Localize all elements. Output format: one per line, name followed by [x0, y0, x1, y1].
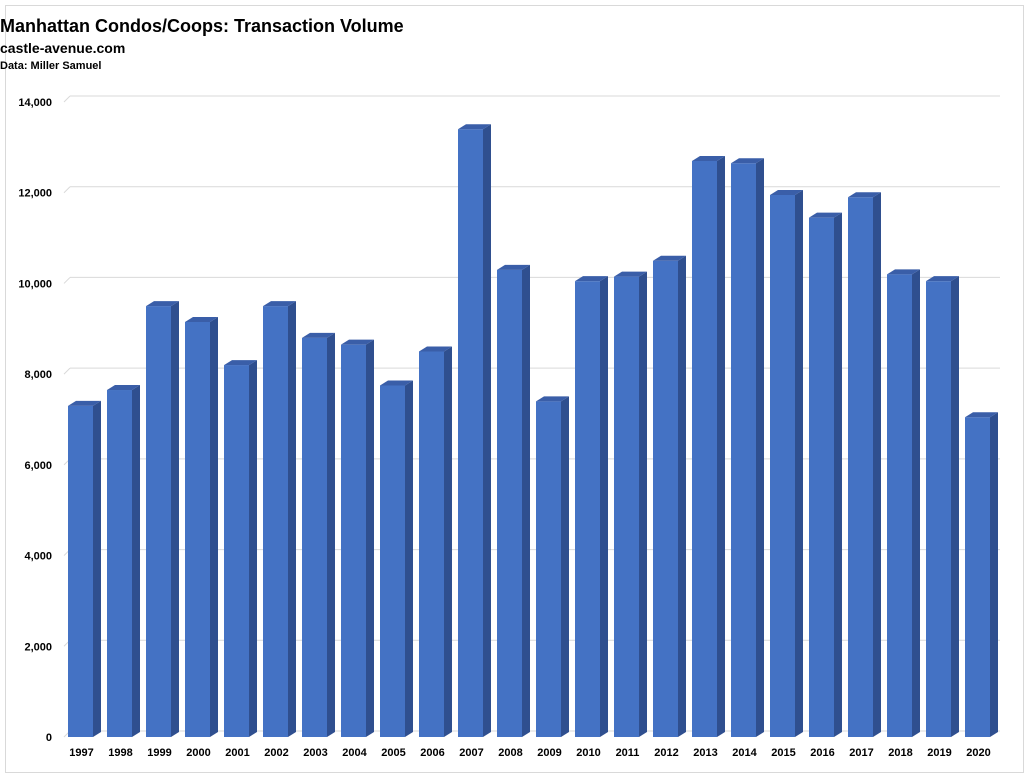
y-tick-label: 4,000 — [24, 551, 52, 563]
x-tick-label: 1998 — [108, 747, 132, 759]
x-tick-label: 2010 — [576, 747, 600, 759]
x-tick-label: 2013 — [693, 747, 717, 759]
gridline-corner-14000 — [63, 95, 71, 103]
chart-source: Data: Miller Samuel — [0, 60, 102, 72]
chart-title: Manhattan Condos/Coops: Transaction Volu… — [0, 16, 404, 36]
x-tick-label: 2014 — [732, 747, 757, 759]
gridline-corner-8000 — [63, 367, 71, 375]
y-tick-label: 6,000 — [24, 460, 52, 472]
x-tick-label: 2016 — [810, 747, 834, 759]
bar-2012 — [653, 255, 686, 737]
x-tick-label: 2019 — [927, 747, 951, 759]
x-tick-label: 2011 — [616, 747, 640, 759]
x-tick-label: 2009 — [537, 747, 561, 759]
bar-1999 — [146, 301, 179, 737]
x-tick-label: 1999 — [147, 747, 171, 759]
bar-1997 — [68, 400, 101, 737]
x-tick-label: 1997 — [69, 747, 93, 759]
gridline-corner-12000 — [63, 186, 71, 194]
x-tick-label: 2001 — [225, 747, 249, 759]
bar-2004 — [341, 339, 374, 737]
bar-2020 — [965, 412, 998, 737]
y-axis-ticks: 0 2,000 4,000 6,000 8,000 10,000 12,000 14,000 — [18, 97, 52, 744]
bars — [68, 124, 998, 738]
bar-2013 — [692, 155, 725, 737]
bar-2015 — [770, 189, 803, 737]
x-tick-label: 2018 — [888, 747, 912, 759]
bar-2011 — [614, 271, 647, 737]
x-tick-label: 2004 — [342, 747, 367, 759]
x-tick-label: 2017 — [849, 747, 873, 759]
x-tick-label: 2006 — [420, 747, 444, 759]
x-axis-ticks: 1997 1998 1999 2000 2001 2002 2003 2004 2005 2006… — [69, 747, 990, 759]
bar-2014 — [731, 158, 764, 737]
x-tick-label: 2015 — [771, 747, 795, 759]
bar-2000 — [185, 316, 218, 737]
bar-2001 — [224, 360, 257, 737]
y-tick-label: 2,000 — [24, 641, 52, 653]
x-tick-label: 2007 — [459, 747, 483, 759]
bar-2003 — [302, 332, 335, 737]
bar-2016 — [809, 212, 842, 738]
bar-2019 — [926, 276, 959, 737]
chart-subtitle: castle-avenue.com — [0, 40, 126, 56]
bar-2008 — [497, 264, 530, 737]
y-tick-label: 0 — [46, 732, 52, 744]
y-tick-label: 10,000 — [18, 278, 52, 290]
bar-2018 — [887, 269, 920, 737]
bar-2005 — [380, 380, 413, 737]
y-tick-label: 8,000 — [24, 369, 52, 381]
y-tick-label: 14,000 — [18, 97, 52, 109]
x-tick-label: 2002 — [264, 747, 288, 759]
bar-2017 — [848, 192, 881, 737]
bar-1998 — [107, 385, 140, 737]
x-tick-label: 2003 — [303, 747, 327, 759]
x-tick-label: 2008 — [498, 747, 522, 759]
bar-2009 — [536, 396, 569, 737]
x-tick-label: 2012 — [654, 747, 678, 759]
gridline-corner-10000 — [63, 277, 71, 284]
x-tick-label: 2020 — [966, 747, 990, 759]
x-tick-label: 2005 — [381, 747, 405, 759]
y-tick-label: 12,000 — [18, 188, 52, 200]
bar-2002 — [263, 301, 296, 737]
bar-2006 — [419, 346, 452, 737]
x-tick-label: 2000 — [186, 747, 210, 759]
bar-2007 — [458, 124, 491, 737]
bar-2010 — [575, 276, 608, 737]
